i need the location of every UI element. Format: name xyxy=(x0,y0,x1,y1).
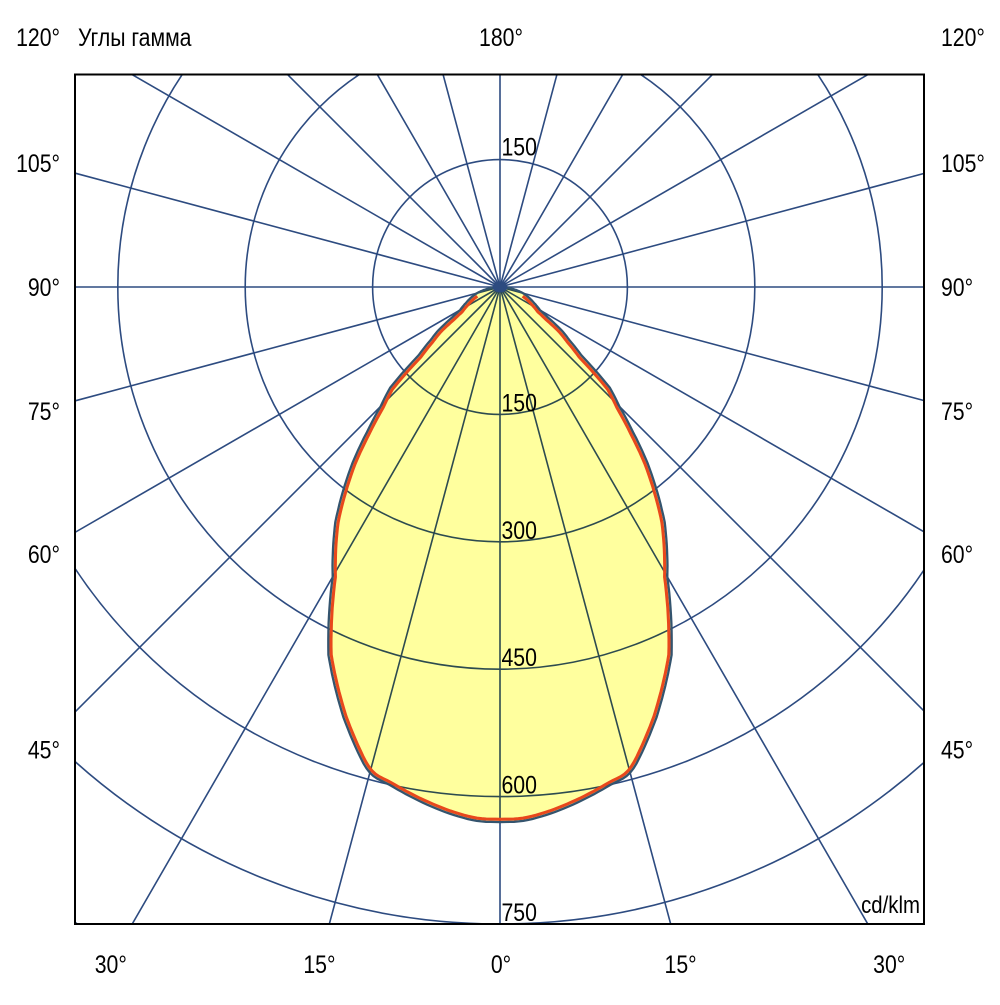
svg-text:Углы гамма: Углы гамма xyxy=(78,23,192,51)
svg-text:150: 150 xyxy=(502,389,537,417)
svg-text:180°: 180° xyxy=(479,23,523,51)
svg-text:60°: 60° xyxy=(28,540,60,568)
svg-text:30°: 30° xyxy=(95,950,127,978)
svg-text:450: 450 xyxy=(502,644,537,672)
svg-text:300: 300 xyxy=(502,516,537,544)
svg-text:30°: 30° xyxy=(873,950,905,978)
svg-text:15°: 15° xyxy=(303,950,335,978)
svg-text:120°: 120° xyxy=(16,23,60,51)
svg-text:90°: 90° xyxy=(941,273,973,301)
svg-text:75°: 75° xyxy=(28,397,60,425)
svg-text:105°: 105° xyxy=(941,149,985,177)
svg-text:75°: 75° xyxy=(941,397,973,425)
svg-text:150: 150 xyxy=(502,133,537,161)
svg-text:0°: 0° xyxy=(491,950,511,978)
svg-text:105°: 105° xyxy=(16,149,60,177)
svg-text:60°: 60° xyxy=(941,540,973,568)
svg-text:45°: 45° xyxy=(28,736,60,764)
svg-text:45°: 45° xyxy=(941,736,973,764)
svg-text:90°: 90° xyxy=(28,273,60,301)
svg-text:750: 750 xyxy=(502,898,537,926)
svg-text:120°: 120° xyxy=(941,23,985,51)
svg-text:15°: 15° xyxy=(665,950,697,978)
svg-text:600: 600 xyxy=(502,771,537,799)
svg-text:cd/klm: cd/klm xyxy=(861,891,920,918)
